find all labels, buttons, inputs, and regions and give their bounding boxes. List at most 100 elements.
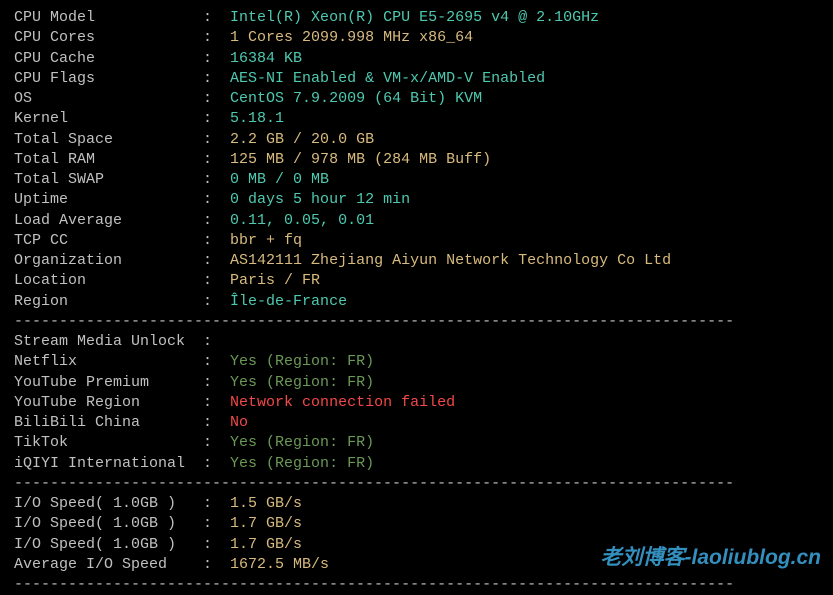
- info-value: 5.18.1: [230, 110, 284, 127]
- info-value: Yes (Region: FR): [230, 374, 374, 391]
- info-label: Location: [14, 271, 203, 291]
- colon-separator: :: [203, 232, 230, 249]
- colon-separator: :: [203, 293, 230, 310]
- info-label: CPU Flags: [14, 69, 203, 89]
- info-value: Paris / FR: [230, 272, 320, 289]
- section-divider: ----------------------------------------…: [14, 474, 819, 494]
- info-label: Organization: [14, 251, 203, 271]
- info-value: Île-de-France: [230, 293, 347, 310]
- colon-separator: :: [203, 151, 230, 168]
- info-value: 1.7 GB/s: [230, 515, 302, 532]
- info-label: Average I/O Speed: [14, 555, 203, 575]
- info-row: BiliBili China : No: [14, 413, 819, 433]
- info-label: YouTube Region: [14, 393, 203, 413]
- info-row: Kernel : 5.18.1: [14, 109, 819, 129]
- info-label: OS: [14, 89, 203, 109]
- colon-separator: :: [203, 353, 230, 370]
- colon-separator: :: [203, 333, 230, 350]
- info-value: 1.7 GB/s: [230, 536, 302, 553]
- info-label: Total RAM: [14, 150, 203, 170]
- colon-separator: :: [203, 495, 230, 512]
- info-value: Yes (Region: FR): [230, 353, 374, 370]
- colon-separator: :: [203, 252, 230, 269]
- info-value: 2.2 GB / 20.0 GB: [230, 131, 374, 148]
- info-label: CPU Cores: [14, 28, 203, 48]
- info-value: AS142111 Zhejiang Aiyun Network Technolo…: [230, 252, 671, 269]
- colon-separator: :: [203, 374, 230, 391]
- info-value: 1 Cores 2099.998 MHz x86_64: [230, 29, 473, 46]
- info-value: Yes (Region: FR): [230, 455, 374, 472]
- info-value: CentOS 7.9.2009 (64 Bit) KVM: [230, 90, 482, 107]
- colon-separator: :: [203, 9, 230, 26]
- section-divider: ----------------------------------------…: [14, 312, 819, 332]
- colon-separator: :: [203, 110, 230, 127]
- info-value: AES-NI Enabled & VM-x/AMD-V Enabled: [230, 70, 545, 87]
- info-value: bbr + fq: [230, 232, 302, 249]
- colon-separator: :: [203, 272, 230, 289]
- info-row: CPU Flags : AES-NI Enabled & VM-x/AMD-V …: [14, 69, 819, 89]
- info-row: Uptime : 0 days 5 hour 12 min: [14, 190, 819, 210]
- info-row: TikTok : Yes (Region: FR): [14, 433, 819, 453]
- colon-separator: :: [203, 70, 230, 87]
- colon-separator: :: [203, 191, 230, 208]
- info-value: 0 MB / 0 MB: [230, 171, 329, 188]
- info-label: I/O Speed( 1.0GB ): [14, 514, 203, 534]
- info-row: Total RAM : 125 MB / 978 MB (284 MB Buff…: [14, 150, 819, 170]
- info-row: Netflix : Yes (Region: FR): [14, 352, 819, 372]
- info-row: I/O Speed( 1.0GB ) : 1.5 GB/s: [14, 494, 819, 514]
- info-row: Load Average : 0.11, 0.05, 0.01: [14, 211, 819, 231]
- colon-separator: :: [203, 90, 230, 107]
- info-row: CPU Cores : 1 Cores 2099.998 MHz x86_64: [14, 28, 819, 48]
- terminal-output: CPU Model : Intel(R) Xeon(R) CPU E5-2695…: [14, 8, 819, 595]
- colon-separator: :: [203, 212, 230, 229]
- info-label: BiliBili China: [14, 413, 203, 433]
- info-label: TikTok: [14, 433, 203, 453]
- colon-separator: :: [203, 515, 230, 532]
- info-row: Average I/O Speed : 1672.5 MB/s: [14, 555, 819, 575]
- info-label: I/O Speed( 1.0GB ): [14, 494, 203, 514]
- colon-separator: :: [203, 171, 230, 188]
- colon-separator: :: [203, 536, 230, 553]
- colon-separator: :: [203, 414, 230, 431]
- info-label: CPU Model: [14, 8, 203, 28]
- section-divider: ----------------------------------------…: [14, 575, 819, 595]
- info-label: Total SWAP: [14, 170, 203, 190]
- info-label: YouTube Premium: [14, 373, 203, 393]
- colon-separator: :: [203, 455, 230, 472]
- colon-separator: :: [203, 434, 230, 451]
- info-label: CPU Cache: [14, 49, 203, 69]
- info-row: Stream Media Unlock :: [14, 332, 819, 352]
- info-row: Total SWAP : 0 MB / 0 MB: [14, 170, 819, 190]
- info-row: Organization : AS142111 Zhejiang Aiyun N…: [14, 251, 819, 271]
- info-row: OS : CentOS 7.9.2009 (64 Bit) KVM: [14, 89, 819, 109]
- info-row: Region : Île-de-France: [14, 292, 819, 312]
- info-label: Stream Media Unlock: [14, 332, 203, 352]
- colon-separator: :: [203, 131, 230, 148]
- info-row: CPU Cache : 16384 KB: [14, 49, 819, 69]
- info-value: 16384 KB: [230, 50, 302, 67]
- info-label: Kernel: [14, 109, 203, 129]
- info-row: YouTube Region : Network connection fail…: [14, 393, 819, 413]
- info-row: Location : Paris / FR: [14, 271, 819, 291]
- info-label: Netflix: [14, 352, 203, 372]
- info-label: TCP CC: [14, 231, 203, 251]
- info-row: TCP CC : bbr + fq: [14, 231, 819, 251]
- info-label: iQIYI International: [14, 454, 203, 474]
- info-row: iQIYI International : Yes (Region: FR): [14, 454, 819, 474]
- colon-separator: :: [203, 394, 230, 411]
- info-row: I/O Speed( 1.0GB ) : 1.7 GB/s: [14, 514, 819, 534]
- info-row: Total Space : 2.2 GB / 20.0 GB: [14, 130, 819, 150]
- info-value: No: [230, 414, 248, 431]
- info-value: 1672.5 MB/s: [230, 556, 329, 573]
- info-value: Intel(R) Xeon(R) CPU E5-2695 v4 @ 2.10GH…: [230, 9, 599, 26]
- info-label: Region: [14, 292, 203, 312]
- colon-separator: :: [203, 29, 230, 46]
- info-value: 0 days 5 hour 12 min: [230, 191, 410, 208]
- info-row: I/O Speed( 1.0GB ) : 1.7 GB/s: [14, 535, 819, 555]
- info-value: 0.11, 0.05, 0.01: [230, 212, 374, 229]
- info-value: 1.5 GB/s: [230, 495, 302, 512]
- info-label: I/O Speed( 1.0GB ): [14, 535, 203, 555]
- info-row: YouTube Premium : Yes (Region: FR): [14, 373, 819, 393]
- colon-separator: :: [203, 556, 230, 573]
- info-value: 125 MB / 978 MB (284 MB Buff): [230, 151, 491, 168]
